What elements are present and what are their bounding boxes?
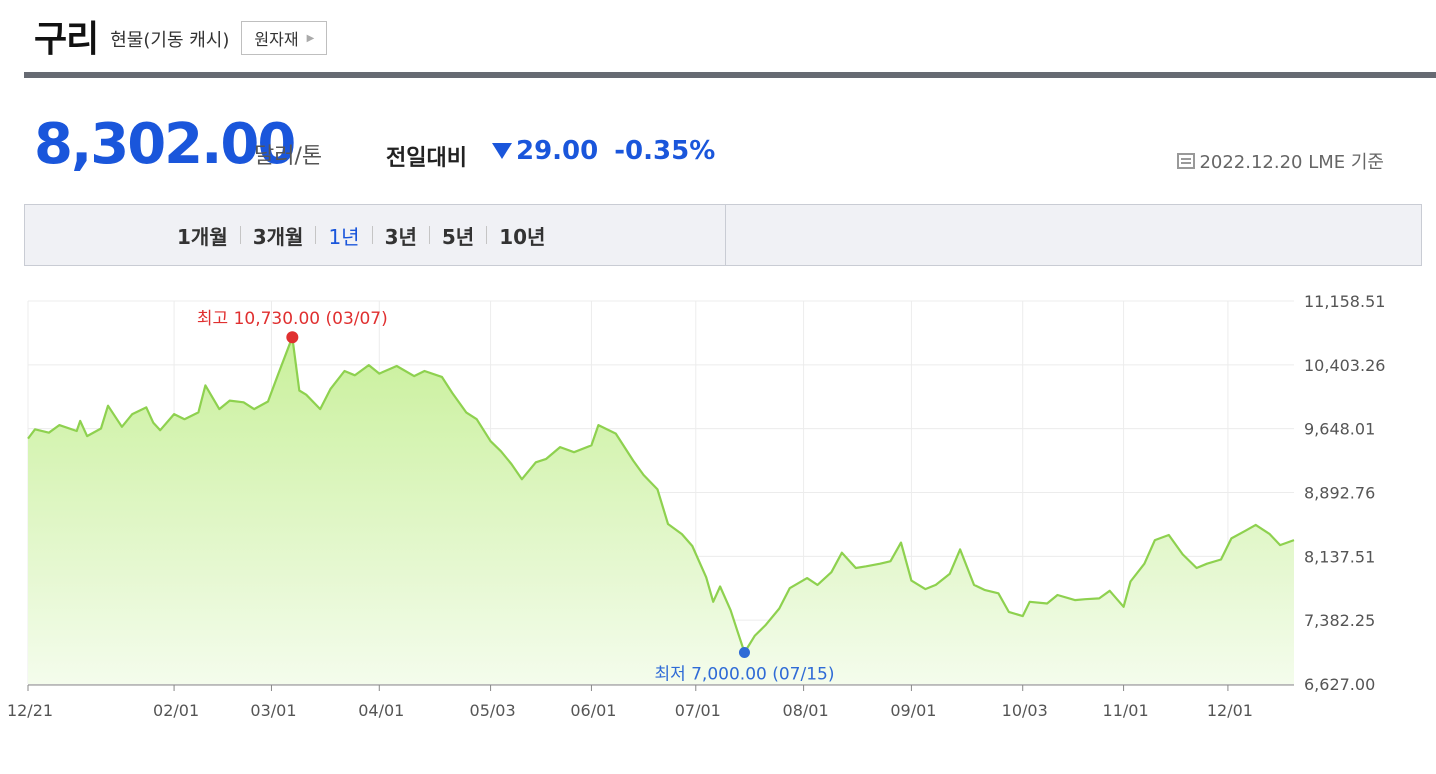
y-tick-label: 10,403.26 bbox=[1304, 356, 1385, 375]
x-tick-label: 09/01 bbox=[890, 701, 936, 720]
x-tick-label: 12/21 bbox=[7, 701, 53, 720]
y-tick-label: 7,382.25 bbox=[1304, 611, 1375, 630]
period-separator bbox=[428, 226, 430, 244]
page-subtitle: 현물(기동 캐시) bbox=[110, 30, 230, 51]
x-tick-label: 02/01 bbox=[153, 701, 199, 720]
y-tick-label: 11,158.51 bbox=[1304, 292, 1385, 311]
price-chart: 11,158.51 10,403.26 9,648.01 8,892.76 8,137.… bbox=[7, 292, 1385, 720]
y-tick-label: 9,648.01 bbox=[1304, 420, 1375, 439]
x-tick-label: 06/01 bbox=[570, 701, 616, 720]
period-tab[interactable]: 5년 bbox=[441, 224, 475, 249]
period-tab[interactable]: 3개월 bbox=[252, 224, 304, 249]
y-tick-label: 6,627.00 bbox=[1304, 675, 1375, 694]
x-tick-label: 07/01 bbox=[675, 701, 721, 720]
price-unit: 달러/톤 bbox=[254, 144, 323, 169]
period-selector: 1개월 3개월 1년 3년 5년 10년 bbox=[24, 204, 1422, 266]
period-separator bbox=[315, 226, 317, 244]
down-triangle-icon bbox=[492, 143, 512, 159]
period-bar-divider bbox=[725, 205, 726, 265]
low-marker bbox=[738, 646, 750, 658]
x-tick-label: 11/01 bbox=[1103, 701, 1149, 720]
calendar-icon bbox=[1177, 153, 1196, 169]
price-summary: 8,302.00 달러/톤 전일대비 29.00 -0.35% 2022.12.… bbox=[34, 112, 1414, 182]
change-value: 29.00 bbox=[516, 136, 599, 166]
as-of-text: 2022.12.20 LME 기준 bbox=[1199, 152, 1384, 173]
change-percent: -0.35% bbox=[614, 136, 716, 166]
y-tick-label: 8,892.76 bbox=[1304, 483, 1375, 502]
x-tick-label: 08/01 bbox=[783, 701, 829, 720]
period-separator bbox=[239, 226, 241, 244]
chevron-right-icon: ▶ bbox=[306, 32, 315, 44]
category-button[interactable]: 원자재 ▶ bbox=[241, 21, 328, 55]
current-price: 8,302.00 bbox=[34, 112, 296, 177]
price-change: 29.00 -0.35% bbox=[492, 136, 715, 166]
high-label: 최고 10,730.00 (03/07) bbox=[197, 309, 388, 329]
period-separator bbox=[486, 226, 488, 244]
header-divider bbox=[24, 72, 1436, 78]
page-title: 구리 bbox=[34, 19, 99, 60]
period-tab[interactable]: 1년 bbox=[328, 224, 360, 249]
category-button-label: 원자재 bbox=[254, 30, 299, 49]
x-tick-label: 05/03 bbox=[470, 701, 516, 720]
period-separator bbox=[371, 226, 373, 244]
as-of-date: 2022.12.20 LME 기준 bbox=[1177, 148, 1384, 174]
price-area bbox=[28, 337, 1294, 684]
x-tick-label: 12/01 bbox=[1207, 701, 1253, 720]
x-tick-label: 03/01 bbox=[250, 701, 296, 720]
x-tick-label: 04/01 bbox=[358, 701, 404, 720]
x-tick-label: 10/03 bbox=[1002, 701, 1048, 720]
page-header: 구리 현물(기동 캐시) 원자재 ▶ bbox=[34, 10, 328, 62]
high-marker bbox=[286, 331, 299, 344]
compare-label: 전일대비 bbox=[386, 146, 467, 171]
period-tab[interactable]: 10년 bbox=[499, 224, 546, 249]
period-tab[interactable]: 1개월 bbox=[177, 224, 228, 249]
period-tabs: 1개월 3개월 1년 3년 5년 10년 bbox=[165, 205, 557, 265]
low-label: 최저 7,000.00 (07/15) bbox=[654, 664, 834, 684]
y-tick-label: 8,137.51 bbox=[1304, 547, 1375, 566]
price-line bbox=[27, 336, 1295, 654]
period-tab[interactable]: 3년 bbox=[384, 224, 417, 249]
